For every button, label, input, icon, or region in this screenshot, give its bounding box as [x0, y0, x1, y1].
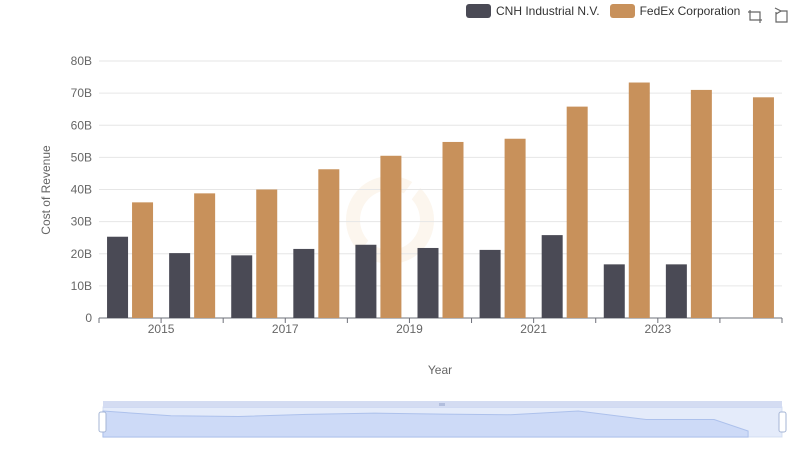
data-zoom-grip-icon — [439, 403, 445, 406]
data-zoom-selection[interactable] — [103, 407, 782, 437]
data-zoom-preview — [102, 410, 749, 438]
bar-cnh — [107, 236, 129, 318]
x-tick-label: 2023 — [644, 322, 671, 336]
legend-swatch-fedex — [609, 4, 635, 18]
y-tick-label: 20B — [71, 247, 92, 261]
x-tick-label: 2021 — [520, 322, 547, 336]
y-tick-label: 10B — [71, 279, 92, 293]
bar-fedex — [256, 189, 278, 318]
legend-item-cnh[interactable]: CNH Industrial N.V. — [466, 4, 600, 18]
data-zoom[interactable] — [98, 401, 787, 438]
bar-fedex — [504, 138, 526, 318]
toolbox-restore — [772, 6, 790, 24]
bar-cnh — [541, 235, 563, 318]
bar-cnh — [417, 247, 439, 318]
legend-label-cnh: CNH Industrial N.V. — [496, 4, 600, 18]
bar-cnh — [293, 248, 315, 318]
data-zoom-handle-right[interactable] — [778, 411, 787, 433]
y-axis-title: Cost of Revenue — [39, 145, 53, 235]
bar-fedex — [690, 89, 712, 318]
y-tick-label: 60B — [71, 118, 92, 132]
y-tick-label: 80B — [71, 54, 92, 68]
y-tick-label: 30B — [71, 215, 92, 229]
x-axis: 2015 2017 2019 2021 2023 — [98, 317, 783, 336]
bar-cnh — [169, 253, 191, 318]
bar-cnh — [231, 255, 253, 318]
x-tick-label: 2019 — [396, 322, 423, 336]
x-tick-label: 2015 — [148, 322, 175, 336]
y-tick-label: 50B — [71, 150, 92, 164]
bar-cnh — [355, 244, 377, 318]
bar-cnh — [479, 249, 501, 318]
bar-cnh — [603, 264, 625, 318]
bar-fedex — [628, 82, 650, 319]
bar-cnh — [665, 264, 687, 318]
legend-swatch-cnh — [466, 4, 491, 18]
bar-fedex — [442, 141, 464, 318]
zoom-icon[interactable] — [746, 6, 764, 24]
legend-item-fedex[interactable]: FedEx Corporation — [609, 4, 741, 18]
y-axis: 0 10B 20B 30B 40B 50B 60B 70B 80B — [71, 54, 93, 325]
restore-icon[interactable] — [772, 6, 790, 24]
bar-fedex — [380, 155, 402, 318]
y-tick-label: 40B — [71, 183, 92, 197]
y-tick-label: 70B — [71, 86, 92, 100]
legend: CNH Industrial N.V. FedEx Corporation — [466, 4, 750, 18]
bar-fedex — [318, 169, 340, 318]
toolbox-zoom — [746, 6, 764, 24]
x-tick-label: 2017 — [272, 322, 299, 336]
bar-fedex — [752, 97, 774, 319]
bar-fedex — [132, 202, 154, 318]
data-zoom-handle-left[interactable] — [98, 411, 107, 433]
x-axis-title: Year — [428, 363, 452, 377]
legend-label-fedex: FedEx Corporation — [639, 4, 741, 18]
bar-fedex — [566, 106, 588, 319]
y-tick-label: 0 — [85, 311, 92, 325]
bars — [107, 82, 774, 319]
bar-fedex — [194, 193, 216, 318]
